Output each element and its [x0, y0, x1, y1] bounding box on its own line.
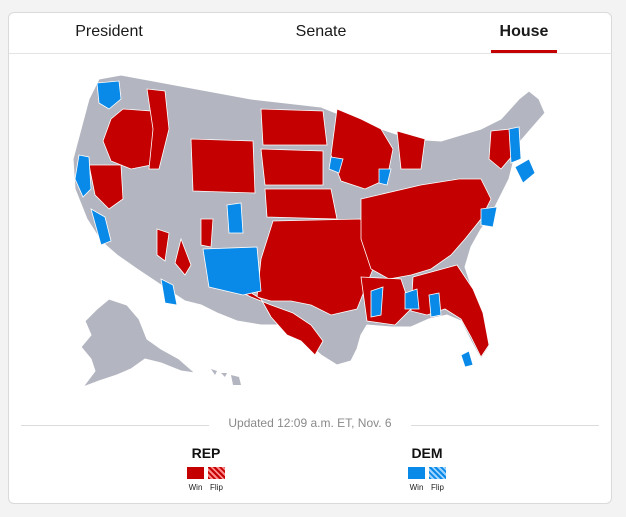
dem-flip-label: Flip [431, 483, 444, 492]
rep-win-label: Win [188, 483, 203, 492]
legend-dem-title: DEM [411, 445, 443, 461]
results-card: President Senate House [8, 12, 612, 504]
updated-timestamp: Updated 12:09 a.m. ET, Nov. 6 [209, 416, 411, 430]
legend-dem: DEM Win Flip [387, 445, 467, 492]
dem-districts [74, 80, 536, 368]
legend-rep-title: REP [191, 445, 221, 461]
rep-win-swatch [187, 467, 204, 479]
rep-flip-swatch [208, 467, 225, 479]
tab-president[interactable]: President [75, 23, 143, 40]
rep-districts [88, 88, 514, 358]
dem-win-label: Win [409, 483, 424, 492]
tab-house[interactable]: House [491, 23, 557, 53]
dem-flip-swatch [429, 467, 446, 479]
legend-rep: REP Win Flip [166, 445, 246, 492]
us-house-map[interactable] [61, 69, 563, 391]
dem-win-swatch [408, 467, 425, 479]
alaska [80, 298, 197, 389]
hawaii [211, 369, 241, 385]
race-tabs: President Senate House [9, 13, 611, 54]
tab-senate[interactable]: Senate [295, 23, 347, 40]
rep-flip-label: Flip [210, 483, 223, 492]
